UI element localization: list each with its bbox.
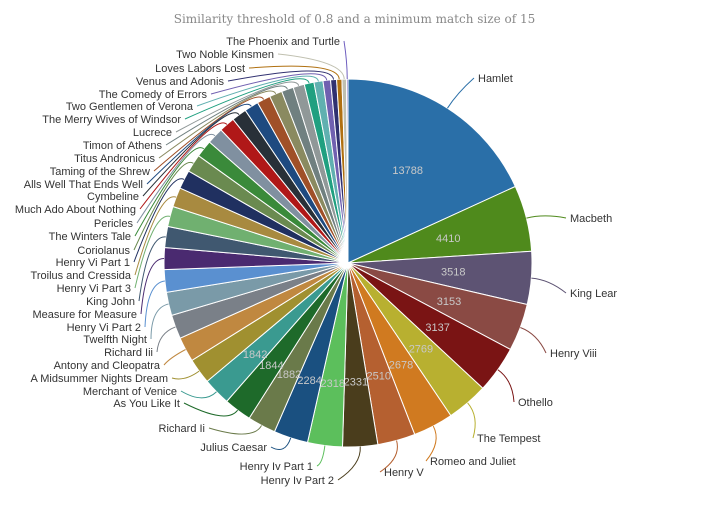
- leader-line: [171, 370, 200, 380]
- leader-line: [136, 134, 216, 224]
- slice-label: Measure for Measure: [32, 309, 137, 321]
- slice-label: Henry Vi Part 3: [57, 283, 131, 295]
- leader-line: [133, 161, 194, 251]
- slice-label: Richard Iii: [104, 347, 153, 359]
- leader-line: [144, 280, 165, 328]
- slice-value-label: 1844: [259, 360, 283, 372]
- leader-line: [447, 77, 475, 109]
- leader-line: [227, 70, 335, 82]
- slice-label: King Lear: [570, 288, 617, 300]
- slice-label: Troilus and Cressida: [31, 270, 132, 282]
- leader-line: [467, 402, 476, 439]
- slice-label: Henry Iv Part 1: [240, 461, 313, 473]
- leader-line: [134, 147, 205, 237]
- leader-line: [156, 326, 176, 353]
- leader-line: [208, 425, 262, 435]
- leader-line: [183, 402, 239, 417]
- leader-line: [316, 445, 326, 467]
- slice-value-label: 2284: [297, 375, 321, 387]
- leader-line: [337, 446, 361, 481]
- slice-label: King John: [86, 296, 135, 308]
- slice-label: Henry Viii: [550, 348, 597, 360]
- slice-label: A Midsummer Nights Dream: [30, 373, 168, 385]
- leader-line: [277, 53, 345, 80]
- leader-line: [248, 65, 340, 80]
- slice-label: Taming of the Shrew: [50, 166, 150, 178]
- slice-value-label: 3137: [425, 322, 449, 334]
- leader-line: [531, 277, 567, 294]
- slice-label: Henry Vi Part 2: [67, 322, 141, 334]
- slice-value-label: 2318: [321, 378, 345, 390]
- slice-value-label: 2331: [344, 377, 368, 389]
- slice-value-label: 3518: [441, 267, 465, 279]
- slice-label: Alls Well That Ends Well: [24, 179, 143, 191]
- slice-label: Richard Ii: [159, 423, 205, 435]
- slice-value-label: 2769: [409, 343, 433, 355]
- leader-line: [526, 215, 567, 219]
- leader-line: [343, 40, 348, 80]
- slice-label: Julius Caesar: [200, 442, 267, 454]
- slice-label: Venus and Adonis: [136, 76, 225, 88]
- slice-label: Antony and Cleopatra: [54, 360, 161, 372]
- slice-label: Two Gentlemen of Verona: [66, 101, 194, 113]
- slice-value-label: 2678: [389, 359, 413, 371]
- leader-line: [497, 369, 515, 403]
- leader-line: [158, 90, 277, 159]
- leader-line: [163, 349, 186, 366]
- slice-label: Lucrece: [133, 127, 172, 139]
- slice-value-label: 3153: [437, 296, 461, 308]
- slice-label: Henry Vi Part 1: [56, 257, 130, 269]
- slice-label: The Merry Wives of Windsor: [42, 114, 181, 126]
- leader-line: [134, 215, 171, 289]
- chart-title: Similarity threshold of 0.8 and a minimu…: [173, 12, 536, 26]
- leader-line: [379, 440, 398, 473]
- slice-label: Hamlet: [478, 73, 513, 85]
- leader-line: [138, 236, 166, 302]
- leader-line: [139, 122, 228, 210]
- slice-label: Two Noble Kinsmen: [176, 49, 274, 61]
- leader-line: [140, 258, 165, 315]
- slice-label: Timon of Athens: [83, 140, 163, 152]
- slice-label: Titus Andronicus: [74, 153, 155, 165]
- slice-value-label: 1882: [277, 369, 301, 381]
- slice-label: The Comedy of Errors: [99, 89, 208, 101]
- leader-line: [184, 78, 310, 120]
- leader-line: [175, 81, 300, 133]
- slice-label: Coriolanus: [77, 245, 130, 257]
- pie-slice[interactable]: [347, 78, 517, 264]
- leader-line: [153, 96, 265, 172]
- slice-value-label: 4410: [436, 233, 460, 245]
- slice-label: Cymbeline: [87, 191, 139, 203]
- slice-label: Henry Iv Part 2: [261, 475, 334, 487]
- leader-line: [270, 437, 292, 450]
- leader-line: [210, 73, 328, 95]
- slice-label: The Phoenix and Turtle: [226, 36, 340, 48]
- leader-line: [180, 390, 217, 399]
- leader-line: [196, 75, 319, 107]
- leader-line: [142, 112, 240, 197]
- leader-line: [133, 178, 185, 263]
- leader-line: [520, 327, 547, 354]
- slice-label: Twelfth Night: [83, 334, 147, 346]
- slice-label: Much Ado About Nothing: [15, 204, 136, 216]
- leader-line: [150, 303, 169, 340]
- slice-label: Pericles: [94, 218, 134, 230]
- slice-label: Henry V: [384, 467, 424, 479]
- slice-label: Othello: [518, 397, 553, 409]
- slice-label: Merchant of Venice: [83, 386, 177, 398]
- slice-label: Loves Labors Lost: [155, 63, 245, 75]
- slice-value-label: 13788: [392, 165, 423, 177]
- slice-label: The Winters Tale: [49, 231, 131, 243]
- slice-label: The Tempest: [477, 433, 540, 445]
- slice-label: Macbeth: [570, 213, 612, 225]
- leader-line: [146, 103, 252, 185]
- slice-label: Romeo and Juliet: [430, 456, 516, 468]
- slice-value-label: 1842: [243, 349, 267, 361]
- leader-line: [425, 425, 437, 462]
- slice-label: As You Like It: [113, 398, 180, 410]
- slice-value-label: 2510: [367, 371, 391, 383]
- leader-line: [165, 85, 288, 146]
- leader-line: [134, 196, 177, 276]
